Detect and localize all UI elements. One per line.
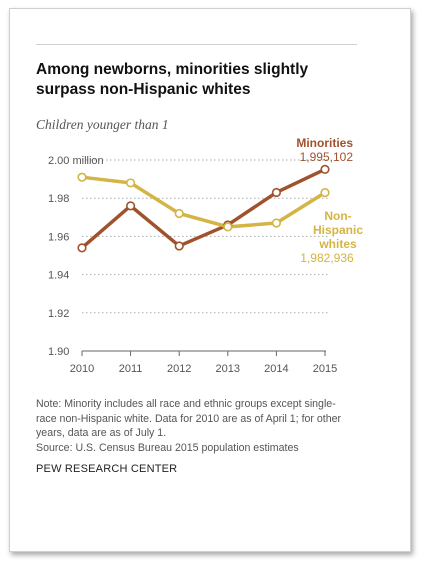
data-point-whites bbox=[223, 222, 233, 232]
chart-note: Note: Minority includes all race and eth… bbox=[36, 398, 342, 439]
x-tick-label: 2011 bbox=[119, 363, 143, 375]
y-tick-label: 1.90 bbox=[48, 346, 69, 358]
x-axis: 2010 2011 2012 2013 2014 2015 bbox=[70, 350, 337, 375]
x-tick-label: 2010 bbox=[70, 363, 94, 375]
chart-card bbox=[9, 8, 411, 552]
whites-label: Non- Hispanic whites 1,982,936 bbox=[300, 209, 363, 265]
minorities-label-value: 1,995,102 bbox=[300, 150, 354, 164]
y-tick-label: 2.00 million bbox=[48, 155, 104, 167]
series-lines bbox=[80, 167, 327, 250]
x-tick-label: 2012 bbox=[167, 363, 191, 375]
x-tick-label: 2014 bbox=[264, 363, 288, 375]
minorities-label-name: Minorities bbox=[296, 136, 353, 150]
data-point-minorities bbox=[174, 241, 184, 251]
series-line-whites bbox=[80, 175, 327, 229]
data-point-minorities bbox=[126, 201, 136, 211]
series-line-minorities bbox=[80, 167, 327, 250]
whites-label-line3: whites bbox=[318, 237, 357, 251]
chart-title: Among newborns, minorities slightly surp… bbox=[36, 61, 309, 98]
org-credit: PEW RESEARCH CENTER bbox=[36, 463, 178, 475]
series-points bbox=[77, 164, 330, 253]
top-divider bbox=[36, 44, 357, 45]
data-point-minorities bbox=[271, 187, 282, 198]
data-point-minorities bbox=[77, 243, 87, 253]
y-tick-label: 1.92 bbox=[48, 308, 69, 320]
data-point-minorities bbox=[320, 164, 330, 174]
y-tick-label: 1.98 bbox=[48, 193, 69, 205]
whites-label-value: 1,982,936 bbox=[300, 251, 354, 265]
y-tick-label: 1.94 bbox=[48, 270, 69, 282]
chart-source: Source: U.S. Census Bureau 2015 populati… bbox=[36, 442, 299, 454]
minorities-label: Minorities 1,995,102 bbox=[296, 136, 353, 164]
data-point-whites bbox=[126, 178, 136, 188]
data-point-whites bbox=[77, 172, 87, 182]
data-point-whites bbox=[174, 208, 184, 219]
y-tick-label: 1.96 bbox=[48, 231, 69, 243]
data-point-whites bbox=[320, 187, 330, 198]
chart-subtitle: Children younger than 1 bbox=[36, 117, 169, 132]
x-tick-label: 2015 bbox=[313, 363, 337, 375]
data-point-whites bbox=[271, 218, 282, 228]
x-tick-label: 2013 bbox=[216, 363, 240, 375]
gridlines bbox=[82, 159, 328, 314]
whites-label-line1: Non- bbox=[324, 209, 351, 223]
y-axis-ticks: 1.90 1.92 1.94 1.96 1.98 2.00 million bbox=[48, 155, 104, 358]
whites-label-line2: Hispanic bbox=[313, 223, 363, 237]
